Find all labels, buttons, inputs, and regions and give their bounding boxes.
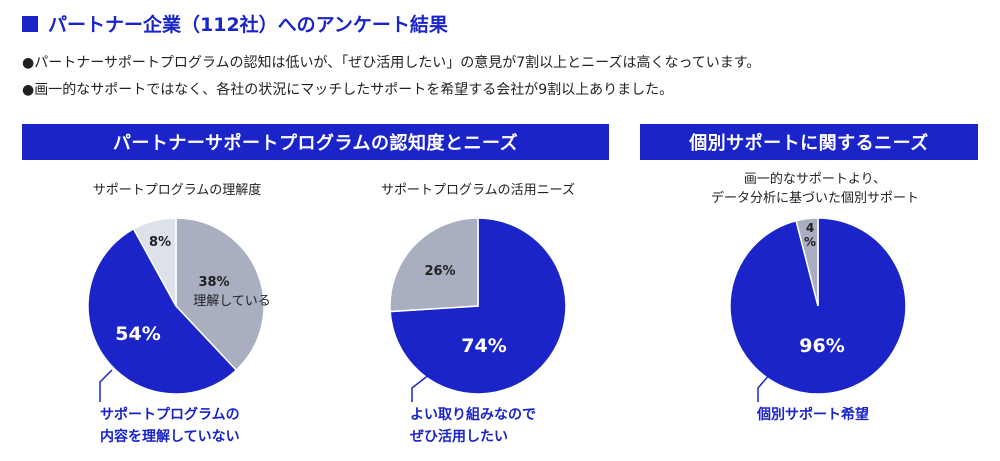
pie-1-slice-2	[87, 227, 238, 395]
pie-1-value-label-1: 38%	[198, 275, 229, 290]
pie-title-individual-line-1: 画一的なサポートより、	[743, 172, 887, 187]
pie-3-value-label-1: 96%	[799, 335, 844, 357]
pie-2-value-label-1: 74%	[461, 335, 506, 357]
pie-title-individual: 画一的なサポートより、 データ分析に基づいた個別サポート	[660, 170, 970, 208]
section-banner-awareness: パートナーサポートプログラムの認知度とニーズ	[22, 124, 609, 160]
callout-understanding-line-2: 内容を理解していない	[100, 429, 240, 445]
callout-understanding: サポートプログラムの 内容を理解していない	[100, 404, 240, 448]
callout-understanding-line-1: サポートプログラムの	[100, 407, 240, 423]
summary-bullet-2: ●画一的なサポートではなく、各社の状況にマッチしたサポートを希望する会社が9割以…	[22, 82, 674, 98]
pie-3-callout-leader	[757, 373, 771, 402]
pie-2-slice-2	[389, 217, 479, 313]
pie-title-understanding: サポートプログラムの理解度	[92, 183, 262, 198]
callout-usage-line-2: ぜひ活用したい	[410, 429, 508, 445]
pie-1-slice-3	[132, 217, 177, 307]
callout-usage: よい取り組みなので ぜひ活用したい	[410, 404, 536, 448]
pie-1-value-label-3: 8%	[149, 235, 171, 250]
pie-2-callout-leader	[411, 373, 431, 402]
pie-1-value-label-2: 54%	[115, 323, 160, 345]
page-header: パートナー企業（112社）へのアンケート結果	[22, 10, 448, 37]
pie-1-callout-leader	[99, 369, 113, 402]
pie-3-value-label-2-char-1: 4	[806, 221, 814, 235]
callout-usage-line-1: よい取り組みなので	[410, 407, 536, 423]
callout-individual: 個別サポート希望	[757, 404, 869, 426]
pie-3-slice-2	[795, 217, 819, 307]
section-banner-individual: 個別サポートに関するニーズ	[640, 124, 978, 160]
pie-1-slice-name-1: 理解している	[193, 294, 271, 309]
pie-3-value-label-2-char-2: %	[804, 235, 816, 249]
page-title: パートナー企業（112社）へのアンケート結果	[48, 14, 448, 36]
pie-title-individual-line-2: データ分析に基づいた個別サポート	[710, 191, 919, 206]
pie-chart-1: 38% 理解している 54% 8%	[87, 217, 271, 402]
pie-1-slice-1	[175, 217, 265, 372]
callout-individual-line-1: 個別サポート希望	[757, 407, 869, 423]
title-marker	[22, 15, 38, 32]
pie-chart-3: 96% 4%	[729, 217, 907, 402]
pie-title-usage: サポートプログラムの活用ニーズ	[381, 183, 575, 198]
summary-bullet-1: ●パートナーサポートプログラムの認知は低いが、「ぜひ活用したい」の意見が7割以上…	[22, 55, 761, 71]
pie-chart-2: 74% 26%	[389, 217, 567, 402]
pie-2-value-label-2: 26%	[424, 264, 455, 279]
